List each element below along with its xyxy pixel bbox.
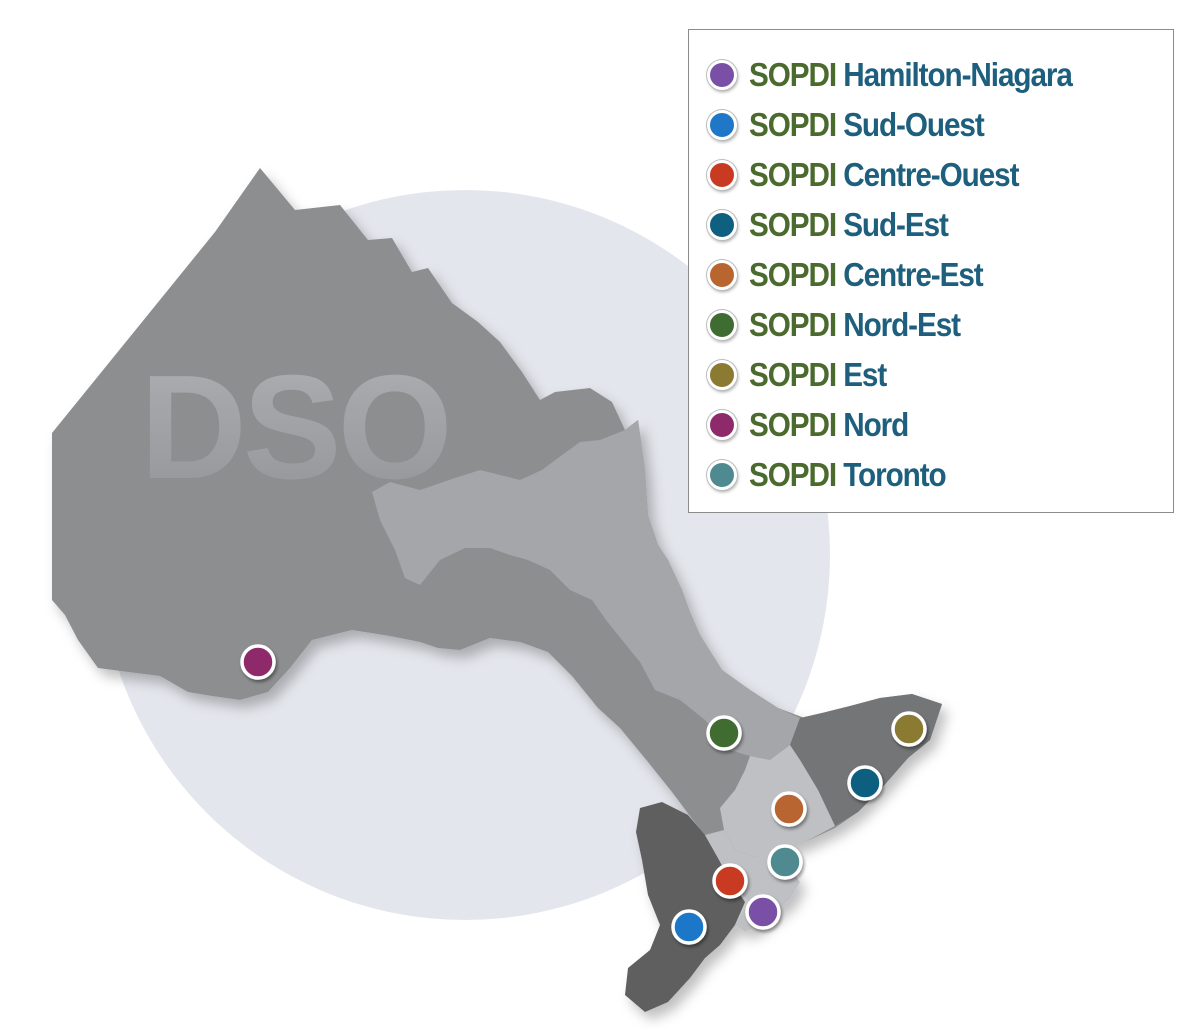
legend-label: Nord: [843, 406, 909, 443]
legend-dot-icon: [707, 310, 737, 340]
legend-prefix: SOPDI: [749, 456, 844, 493]
marker-nord-est-icon: [706, 715, 742, 751]
marker-centre-est-icon: [771, 791, 807, 827]
marker-centre-ouest-icon: [712, 863, 748, 899]
legend-item-est: SOPDI Est: [707, 350, 1173, 400]
marker-hamilton-niagara-icon: [745, 894, 781, 930]
legend-prefix: SOPDI: [749, 306, 844, 343]
legend-prefix: SOPDI: [749, 156, 844, 193]
legend-label: Centre-Ouest: [843, 156, 1019, 193]
legend-dot-icon: [707, 110, 737, 140]
legend-item-centre-ouest: SOPDI Centre-Ouest: [707, 150, 1173, 200]
legend-prefix: SOPDI: [749, 106, 844, 143]
marker-est-icon: [891, 711, 927, 747]
legend-item-nord: SOPDI Nord: [707, 400, 1173, 450]
legend-label: Sud-Est: [843, 206, 949, 243]
legend-item-nord-est: SOPDI Nord-Est: [707, 300, 1173, 350]
legend-dot-icon: [707, 60, 737, 90]
legend-dot-icon: [707, 260, 737, 290]
legend-prefix: SOPDI: [749, 56, 844, 93]
legend-dot-icon: [707, 410, 737, 440]
legend-item-sud-ouest: SOPDI Sud-Ouest: [707, 100, 1173, 150]
legend-item-sud-est: SOPDI Sud-Est: [707, 200, 1173, 250]
legend-prefix: SOPDI: [749, 406, 844, 443]
sud-ouest-region: [625, 802, 745, 1012]
legend-dot-icon: [707, 460, 737, 490]
legend-item-toronto: SOPDI Toronto: [707, 450, 1173, 500]
nord-est-region: [372, 420, 800, 760]
legend-prefix: SOPDI: [749, 206, 844, 243]
legend-list: SOPDI Hamilton-Niagara SOPDI Sud-Ouest SOP…: [707, 50, 1173, 500]
legend-dot-icon: [707, 210, 737, 240]
marker-sud-est-icon: [847, 765, 883, 801]
centre-ouest-region: [705, 830, 790, 902]
legend-prefix: SOPDI: [749, 356, 844, 393]
legend-dot-icon: [707, 360, 737, 390]
marker-layer: [240, 644, 927, 945]
legend-label: Sud-Ouest: [843, 106, 985, 143]
marker-nord-icon: [240, 644, 276, 680]
marker-sud-ouest-icon: [671, 909, 707, 945]
legend-label: Nord-Est: [843, 306, 961, 343]
marker-toronto-icon: [767, 844, 803, 880]
legend-item-centre-est: SOPDI Centre-Est: [707, 250, 1173, 300]
legend-label: Est: [843, 356, 887, 393]
legend-label: Toronto: [843, 456, 946, 493]
legend: SOPDI Hamilton-Niagara SOPDI Sud-Ouest SOP…: [688, 29, 1174, 513]
dso-watermark: DSO: [140, 345, 449, 510]
legend-label: Centre-Est: [843, 256, 983, 293]
legend-label: Hamilton-Niagara: [843, 56, 1073, 93]
legend-dot-icon: [707, 160, 737, 190]
legend-item-hamilton-niagara: SOPDI Hamilton-Niagara: [707, 50, 1173, 100]
legend-prefix: SOPDI: [749, 256, 844, 293]
